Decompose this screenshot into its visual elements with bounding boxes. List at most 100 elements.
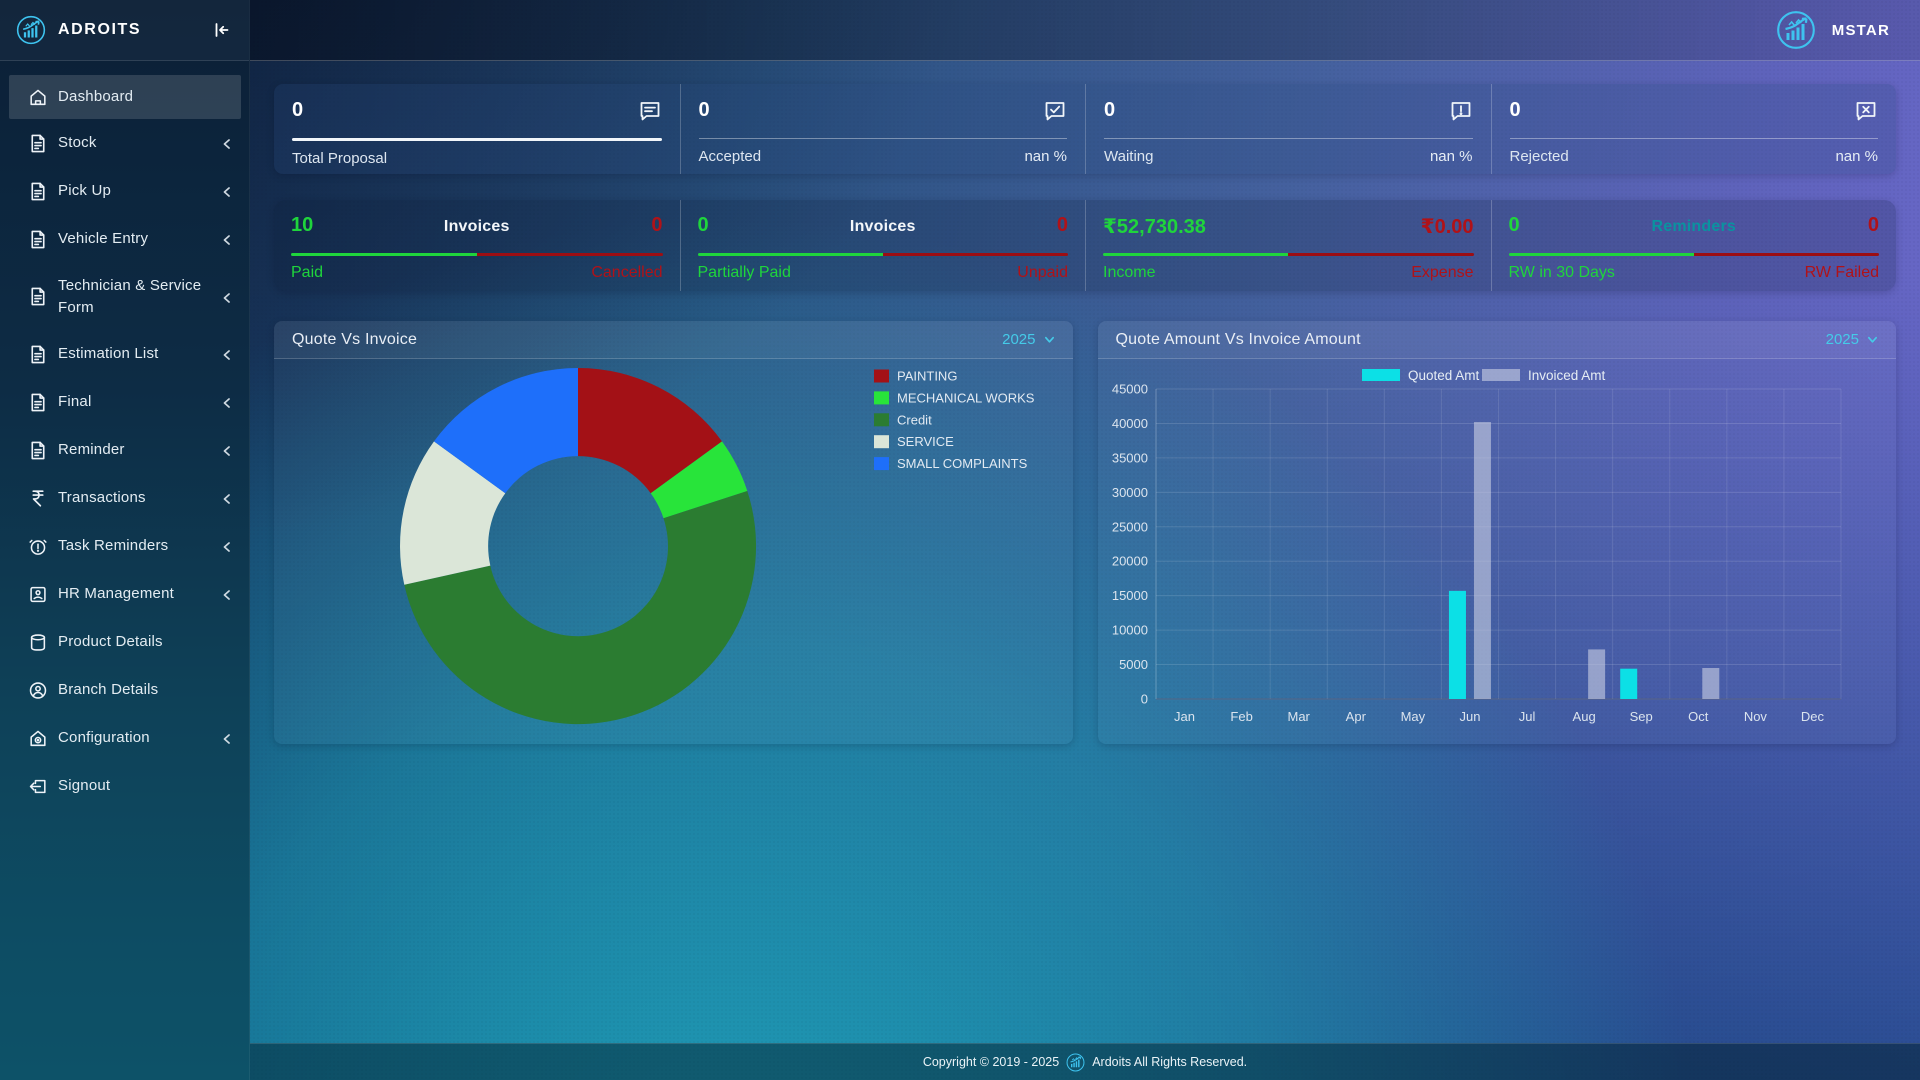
stat-divider (292, 138, 662, 141)
sidebar-item-estimation-list[interactable]: Estimation List (0, 330, 249, 378)
legend-swatch (874, 413, 889, 427)
donut-slice-service[interactable] (400, 441, 506, 585)
center-label: Reminders (1651, 218, 1736, 235)
left-label: Paid (291, 264, 324, 281)
sidebar: ADROITS Dashboard Stock Pick Up Vehicle Ent… (0, 0, 250, 1080)
stat-top: 0 (1510, 97, 1879, 129)
legend-label: SERVICE (897, 434, 954, 449)
chevron-left-icon (221, 732, 233, 744)
sidebar-header: ADROITS (0, 0, 249, 61)
legend-item[interactable]: MECHANICAL WORKS (874, 390, 1035, 405)
donut-slice-painting[interactable] (578, 368, 722, 494)
bar-invoiced-oct[interactable] (1701, 668, 1719, 699)
quote-amount-vs-invoice-amount-card: Quote Amount Vs Invoice Amount 2025 Quot… (1097, 321, 1896, 744)
donut-slice-credit[interactable] (404, 491, 757, 725)
sidebar-item-label: HR Management (58, 585, 174, 602)
sidebar-item-transactions[interactable]: Transactions (0, 474, 249, 522)
footer: Copyright © 2019 - 2025 Ardoits All Righ… (250, 1043, 1920, 1080)
sidebar-item-configuration[interactable]: Configuration (0, 714, 249, 762)
database-icon (28, 631, 48, 653)
message-check-icon-svg (1045, 102, 1065, 121)
sidebar-item-final[interactable]: Final (0, 378, 249, 426)
sidebar-item-label: Vehicle Entry (58, 230, 149, 247)
legend-label: PAINTING (897, 369, 957, 384)
person-icon (28, 679, 48, 701)
legend-label: MECHANICAL WORKS (897, 390, 1035, 405)
y-tick-label: 25000 (1111, 519, 1147, 534)
sidebar-item-vehicle-entry[interactable]: Vehicle Entry (0, 215, 249, 263)
topbar: MSTAR (250, 0, 1920, 61)
signout-icon-svg (29, 779, 46, 793)
y-tick-label: 30000 (1111, 485, 1147, 500)
bar-invoiced-aug[interactable] (1587, 649, 1605, 699)
stat-divider (1104, 138, 1473, 139)
stat-bottom: Accepted nan % (699, 148, 1068, 165)
sidebar-item-technician-service-form[interactable]: Technician & Service Form (0, 263, 249, 330)
bar-chart: Quoted Amt Invoiced Amt 0 5000 10000 15000 2… (1111, 368, 1841, 724)
legend-swatch (874, 457, 889, 471)
alarm-icon-svg (29, 539, 47, 555)
progress-bar-right (882, 253, 1068, 256)
donut-chart: PAINTING MECHANICAL WORKS Credit SERVICE… (400, 368, 1035, 725)
progress-top: ₹52,730.38 ₹0.00 (1103, 214, 1474, 242)
stat-value: 0 (1509, 99, 1521, 121)
legend-item[interactable]: Invoiced Amt (1481, 368, 1606, 383)
sidebar-item-stock[interactable]: Stock (0, 119, 249, 167)
legend-item[interactable]: SMALL COMPLAINTS (874, 456, 1028, 471)
stat-label: Waiting (1104, 148, 1154, 165)
chevron-left-icon-svg (223, 590, 230, 600)
legend-item[interactable]: PAINTING (874, 369, 957, 384)
legend-swatch (1361, 369, 1400, 381)
document-icon-svg (31, 287, 45, 306)
progress-bottom: Partially Paid Unpaid (698, 264, 1069, 282)
main-content: 0 Total Proposal 0 Accepted nan % 0 Wait… (250, 61, 1920, 1043)
sidebar-item-signout[interactable]: Signout (0, 762, 249, 810)
user-avatar-icon-svg (1776, 11, 1815, 49)
bar-quoted-sep[interactable] (1619, 668, 1637, 699)
sidebar-item-reminder[interactable]: Reminder (0, 426, 249, 474)
progress-bar (291, 253, 663, 256)
x-tick-label: Nov (1743, 709, 1767, 724)
chevron-left-icon-svg (223, 398, 230, 408)
charts-row: Quote Vs Invoice 2025 PAINTING MECHANICA… (274, 321, 1896, 744)
right-value: 0 (1056, 214, 1068, 236)
donut-slice-small-complaints[interactable] (434, 368, 578, 494)
chevron-left-icon (221, 233, 233, 245)
stat-card-waiting: 0 Waiting nan % (1085, 84, 1491, 174)
sidebar-item-hr-management[interactable]: HR Management (0, 570, 249, 618)
y-tick-label: 5000 (1119, 657, 1148, 672)
sidebar-item-pick-up[interactable]: Pick Up (0, 167, 249, 215)
document-icon-svg (31, 441, 45, 459)
user-name: MSTAR (1831, 21, 1890, 39)
sidebar-item-product-details[interactable]: Product Details (0, 618, 249, 666)
x-tick-label: Jul (1518, 709, 1535, 724)
right-label: Unpaid (1017, 264, 1068, 281)
footer-copyright: Copyright © 2019 - 2025 (922, 1055, 1060, 1069)
year-select[interactable]: 2025 (1826, 331, 1878, 348)
rupee-icon (28, 487, 48, 509)
stat-label: Accepted (698, 148, 762, 165)
progress-top: 10 Invoices 0 (291, 214, 663, 242)
proposal-stats-row: 0 Total Proposal 0 Accepted nan % 0 Wait… (274, 84, 1896, 174)
user-menu[interactable]: MSTAR (1776, 10, 1890, 50)
stat-percentage: nan % (1024, 148, 1067, 165)
sidebar-item-task-reminders[interactable]: Task Reminders (0, 522, 249, 570)
sidebar-item-branch-details[interactable]: Branch Details (0, 666, 249, 714)
sidebar-collapse-button[interactable] (209, 18, 233, 42)
sidebar-item-dashboard[interactable]: Dashboard (9, 75, 241, 119)
x-tick-label: Jun (1459, 709, 1480, 724)
x-tick-label: Aug (1572, 709, 1595, 724)
legend-item[interactable]: Credit (874, 412, 932, 427)
donut-slice-mechanical-works[interactable] (650, 441, 748, 519)
legend-swatch (874, 435, 889, 449)
legend-item[interactable]: Quoted Amt (1361, 368, 1480, 383)
legend-item[interactable]: SERVICE (874, 434, 954, 449)
sidebar-item-label: Technician & Service Form (58, 276, 202, 316)
bar-quoted-jun[interactable] (1448, 590, 1466, 699)
year-select[interactable]: 2025 (1002, 331, 1054, 348)
document-icon (28, 286, 48, 308)
message-lines-icon (638, 99, 662, 123)
stat-top: 0 (1104, 97, 1473, 129)
bar-invoiced-jun[interactable] (1473, 422, 1491, 699)
stat-top: 0 (699, 97, 1068, 129)
